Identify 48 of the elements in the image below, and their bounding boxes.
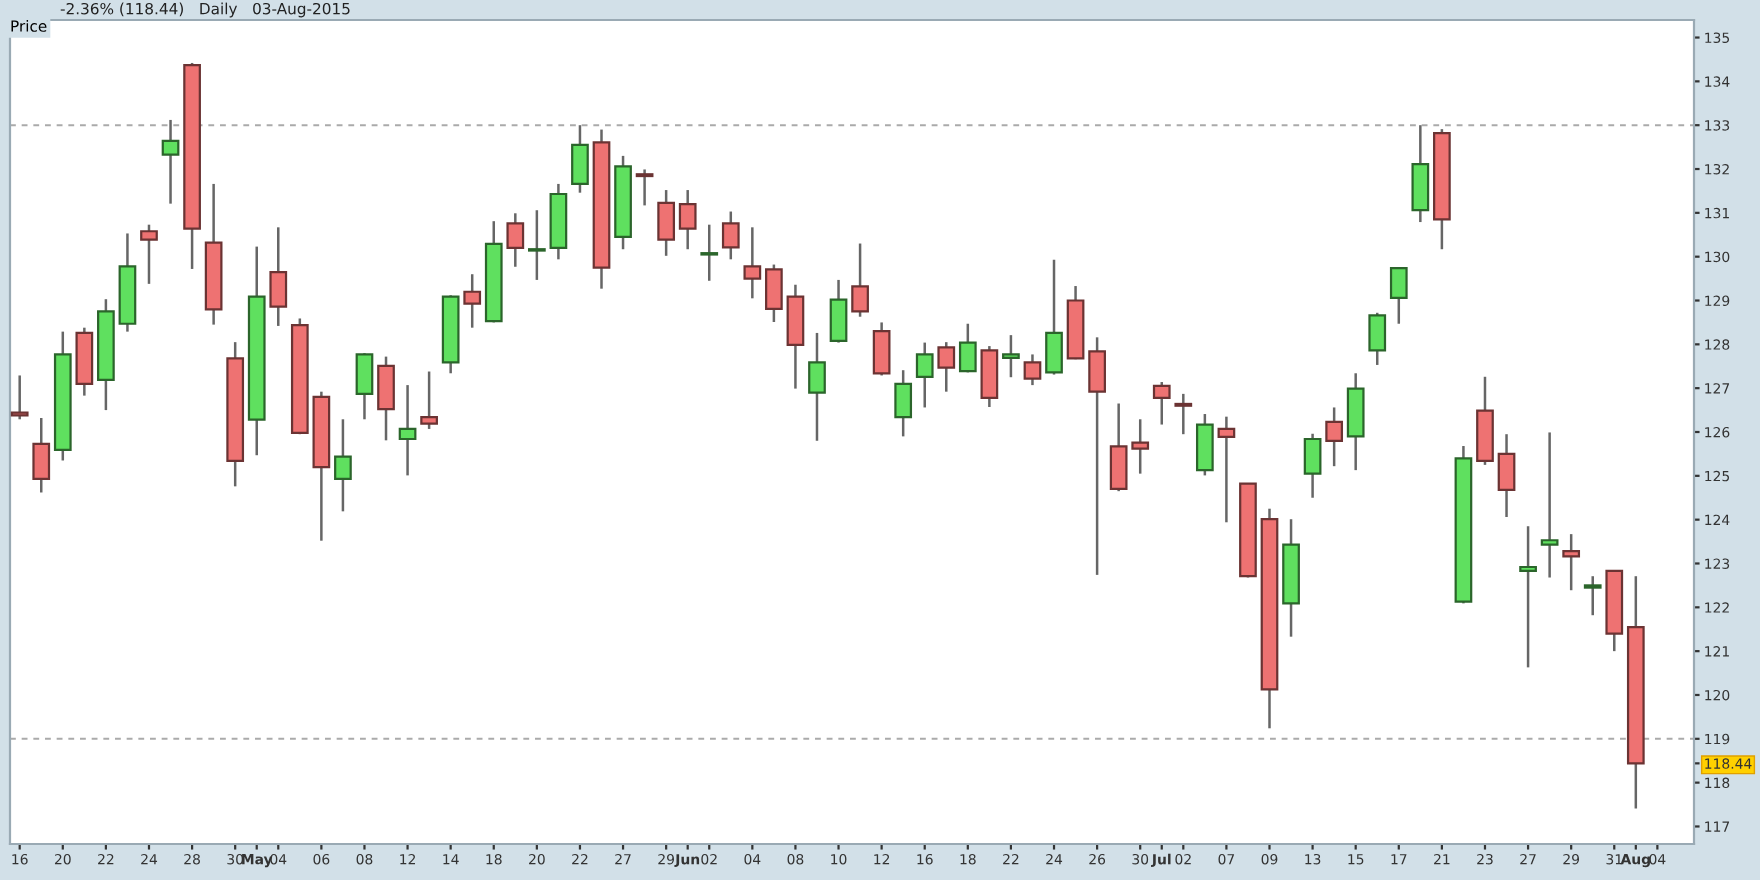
candlestick [1540,431,1559,579]
candlestick [355,351,374,421]
candlestick [1325,406,1344,468]
candlestick [1088,336,1106,577]
candlestick [269,226,288,328]
candlestick [1174,392,1193,436]
candlestick [829,278,848,344]
candlestick [765,263,783,324]
candlestick [1217,415,1236,524]
candlestick [980,344,999,409]
candlestick [571,123,589,194]
candlestick [1389,266,1408,325]
candlestick [937,340,956,393]
candlestick [1152,380,1171,426]
candlestick [743,226,762,300]
candlestick [1023,353,1042,387]
candlestick [894,368,913,438]
candlestick [635,168,654,207]
candlestick [851,242,869,318]
candlestick [32,416,51,494]
candlestick [140,223,158,286]
candlestick [872,321,891,377]
candlestick [334,418,352,513]
candlestick [1195,412,1214,477]
candlestick [1583,574,1602,617]
candlestick [1346,372,1365,472]
candlestick [1368,311,1387,367]
candlestick [657,188,676,258]
candlestick [463,272,482,329]
candlestick [420,370,438,431]
candlestick [161,118,180,205]
candlestick [1045,258,1063,376]
candlestick [1002,333,1020,379]
candlestick [1519,524,1537,669]
candlestick [958,322,977,374]
candlestick [678,188,697,251]
candlestick [1303,432,1322,499]
candlestick [721,210,740,261]
candlestick [1411,123,1430,224]
candlestick [377,355,395,442]
candlestick [398,383,417,477]
candlestick [808,331,826,443]
candlestick [527,208,546,282]
candlestick [915,341,934,409]
candlestick [1562,532,1581,592]
candlestick [1497,432,1516,519]
candlestick [700,223,719,283]
candlestick [506,212,525,269]
